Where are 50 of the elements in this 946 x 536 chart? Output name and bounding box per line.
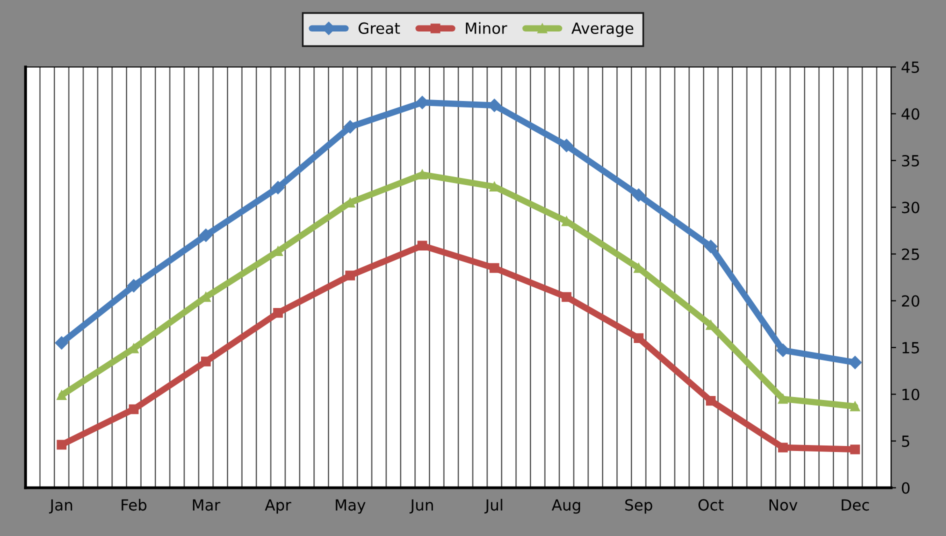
x-tick-label: Jun <box>410 499 433 514</box>
y-tick-label: 10 <box>902 388 920 400</box>
y-tick-label: 40 <box>902 108 920 120</box>
y-tick-label: 25 <box>902 248 919 260</box>
y-tick-label: 0 <box>902 482 910 494</box>
point <box>848 356 862 370</box>
y-tick-label: 30 <box>902 202 920 214</box>
x-tick-label: Feb <box>122 498 146 511</box>
x-tick-label: Dec <box>842 499 869 511</box>
point <box>127 279 140 292</box>
x-tick-label: Nov <box>770 499 798 511</box>
point <box>273 308 283 318</box>
point <box>55 336 68 350</box>
point <box>199 228 212 242</box>
point <box>344 120 357 134</box>
point <box>345 270 355 280</box>
point <box>632 188 646 202</box>
x-tick-label: Oct <box>698 499 724 511</box>
legend-label: Minor <box>466 22 508 34</box>
point <box>704 240 718 254</box>
point <box>560 138 574 152</box>
point <box>490 263 500 273</box>
point <box>850 444 860 454</box>
x-tick-label: Sep <box>625 499 652 514</box>
y-tick-label: 35 <box>902 154 919 167</box>
legend-label: Average <box>571 22 634 37</box>
y-tick-label: 15 <box>902 342 919 354</box>
legend-label: Great <box>358 22 400 34</box>
point <box>706 396 716 406</box>
x-tick-label: Mar <box>192 499 220 511</box>
y-tick-label: 5 <box>902 436 910 448</box>
point <box>778 394 788 404</box>
x-tick-label: Jul <box>484 498 502 514</box>
x-tick-label: Aug <box>552 499 580 514</box>
x-tick-label: Apr <box>264 499 292 514</box>
point <box>56 440 66 450</box>
point <box>417 170 428 180</box>
point <box>128 404 139 414</box>
y-tick-label: 45 <box>902 62 919 74</box>
y-tick-label: 20 <box>902 295 920 307</box>
x-tick-label: Jan <box>49 499 72 514</box>
point <box>562 292 572 302</box>
point <box>778 442 788 452</box>
point <box>634 333 644 344</box>
point <box>271 181 285 194</box>
x-tick-label: May <box>336 499 366 514</box>
point <box>417 240 428 250</box>
point <box>201 356 211 366</box>
point <box>56 390 66 400</box>
point <box>850 402 860 412</box>
